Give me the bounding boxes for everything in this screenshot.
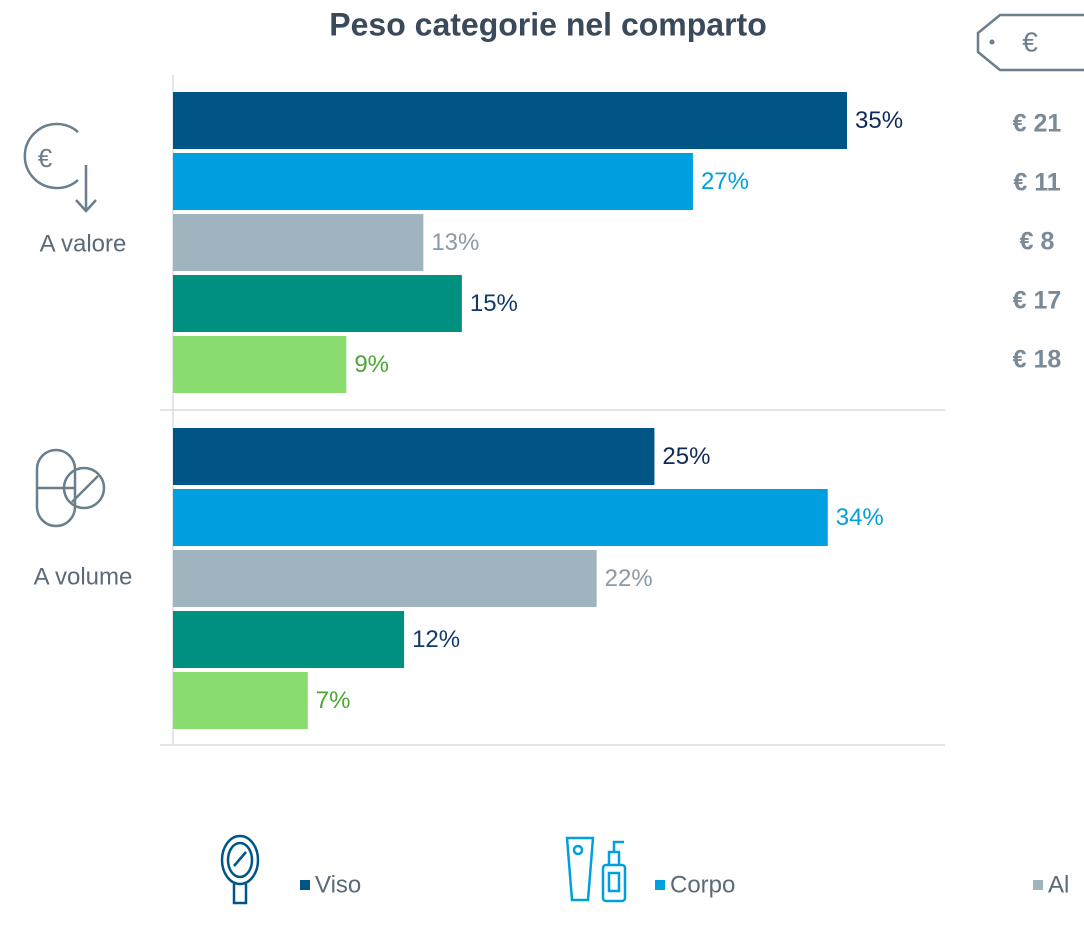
mirror-icon bbox=[220, 834, 260, 905]
price-label: € 18 bbox=[1013, 346, 1062, 374]
price-label: € 21 bbox=[1013, 110, 1062, 138]
legend-swatch bbox=[1033, 880, 1043, 890]
value-label: 7% bbox=[316, 687, 351, 714]
legend-label: Corpo bbox=[670, 871, 735, 898]
bar bbox=[173, 214, 424, 271]
value-label: 35% bbox=[855, 107, 903, 134]
value-icon: € bbox=[23, 122, 97, 213]
value-label: 13% bbox=[431, 229, 479, 256]
value-label: 27% bbox=[701, 168, 749, 195]
legend-swatch bbox=[655, 880, 665, 890]
legend-swatch bbox=[300, 880, 310, 890]
chart-title: Peso categorie nel comparto bbox=[329, 6, 766, 42]
svg-text:€: € bbox=[38, 143, 53, 173]
value-label: 12% bbox=[412, 626, 460, 653]
value-label: 22% bbox=[605, 565, 653, 592]
bar bbox=[173, 336, 347, 393]
legend-label: Al bbox=[1048, 871, 1069, 898]
volume-icon bbox=[35, 448, 106, 528]
value-label: 9% bbox=[354, 351, 389, 378]
price-header: € bbox=[1022, 26, 1038, 57]
value-label: 25% bbox=[662, 443, 710, 470]
legend-label: Viso bbox=[315, 871, 361, 898]
bar bbox=[173, 428, 655, 485]
price-tag-icon bbox=[976, 13, 1084, 72]
bottle-icon bbox=[565, 836, 627, 903]
category-label: A valore bbox=[40, 230, 127, 257]
bar bbox=[173, 153, 693, 210]
bar bbox=[173, 92, 847, 149]
bar bbox=[173, 672, 308, 729]
value-label: 15% bbox=[470, 290, 518, 317]
value-label: 34% bbox=[836, 504, 884, 531]
price-label: € 11 bbox=[1013, 169, 1060, 197]
price-tag-hole bbox=[989, 39, 995, 45]
bar bbox=[173, 275, 462, 332]
bar bbox=[173, 611, 405, 668]
price-label: € 17 bbox=[1013, 287, 1062, 315]
bar bbox=[173, 550, 597, 607]
bar bbox=[173, 489, 828, 546]
price-label: € 8 bbox=[1020, 228, 1055, 256]
category-label: A volume bbox=[34, 563, 133, 590]
